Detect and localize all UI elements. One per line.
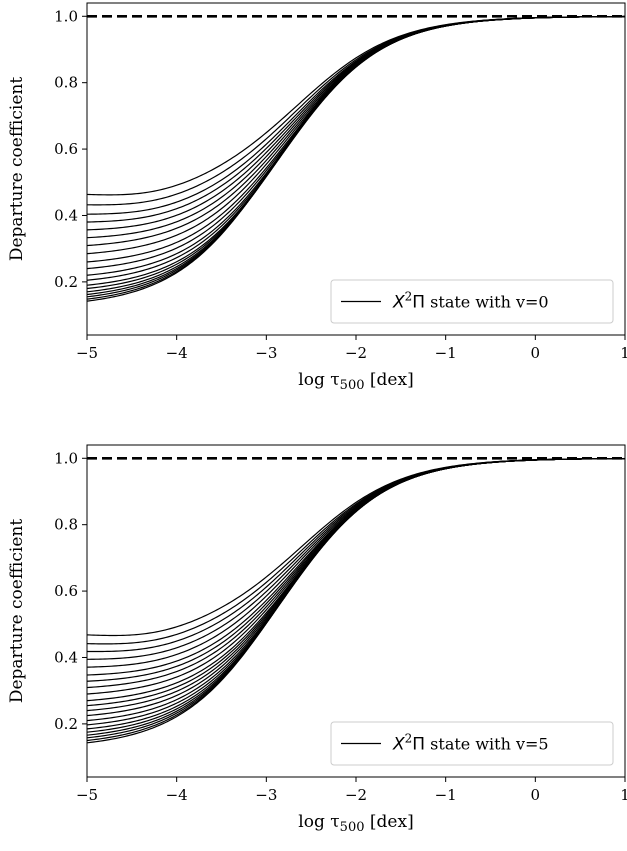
x-tick-label: 0 — [531, 786, 541, 804]
series-line — [87, 15, 625, 300]
chart-panel-bottom: −5 −4 −3 −2 −1 0 1 0.2 0.4 0.6 0.8 1.0 log τ500 [dex… — [7, 444, 627, 835]
x-tick-label: −5 — [76, 344, 98, 362]
series-line — [87, 457, 625, 689]
series-line — [87, 457, 625, 744]
y-tick-label: 0.6 — [54, 140, 78, 158]
series-line — [87, 457, 625, 645]
y-tick-label: 0.8 — [54, 74, 78, 92]
series-line — [87, 457, 625, 730]
legend: X2Π state with v=0 — [330, 279, 614, 324]
y-axis-label: Departure coefficient — [7, 519, 27, 704]
series-line — [87, 15, 625, 281]
x-tick-label: −5 — [76, 786, 98, 804]
series-line — [87, 15, 625, 270]
y-axis-label: Departure coefficient — [7, 77, 27, 262]
legend-label: X2Π state with v=0 — [392, 290, 549, 313]
y-tick-label: 0.2 — [54, 715, 78, 733]
y-tick-label: 0.4 — [54, 648, 78, 666]
x-tick-label: −4 — [166, 344, 188, 362]
x-axis-label: log τ500 [dex] — [298, 812, 413, 835]
x-tick-label: −3 — [255, 786, 277, 804]
legend: X2Π state with v=5 — [330, 721, 614, 766]
series-line — [87, 457, 625, 739]
x-tick-label: −3 — [255, 344, 277, 362]
series-line — [87, 15, 625, 231]
y-tick-label: 1.0 — [54, 449, 78, 467]
y-tick-label: 0.8 — [54, 516, 78, 534]
series-line — [87, 457, 625, 712]
y-tick-label: 0.6 — [54, 582, 78, 600]
series-line — [87, 15, 625, 276]
x-tick-label: −4 — [166, 786, 188, 804]
series-line — [87, 457, 625, 736]
y-tick-label: 0.4 — [54, 206, 78, 224]
series-line — [87, 457, 625, 742]
legend-label: X2Π state with v=5 — [392, 732, 549, 755]
series-line — [87, 457, 625, 707]
series-line — [87, 15, 625, 302]
chart-panel-top: −5 −4 −3 −2 −1 0 1 0.2 0.4 0.6 0.8 1.0 log τ500 [dex… — [7, 2, 627, 393]
series-line — [87, 457, 625, 668]
series-line — [87, 15, 625, 215]
curves — [87, 15, 625, 302]
x-tick-label: −2 — [345, 786, 367, 804]
series-line — [87, 15, 625, 286]
x-axis-label: log τ500 [dex] — [298, 370, 413, 393]
y-tick-label: 1.0 — [54, 7, 78, 25]
series-line — [87, 457, 625, 653]
series-line — [87, 457, 625, 637]
series-line — [87, 457, 625, 726]
curves — [87, 457, 625, 744]
x-tick-label: −1 — [435, 344, 457, 362]
series-line — [87, 15, 625, 196]
legend-box — [330, 279, 614, 324]
x-tick-label: −1 — [435, 786, 457, 804]
series-line — [87, 15, 625, 206]
series-line — [87, 457, 625, 682]
x-tick-label: 1 — [620, 344, 627, 362]
series-line — [87, 457, 625, 722]
x-tick-label: −2 — [345, 344, 367, 362]
series-line — [87, 457, 625, 717]
series-line — [87, 457, 625, 676]
x-tick-label: 0 — [531, 344, 541, 362]
x-tick-label: 1 — [620, 786, 627, 804]
series-line — [87, 457, 625, 695]
series-line — [87, 15, 625, 223]
y-tick-label: 0.2 — [54, 273, 78, 291]
legend-box — [330, 721, 614, 766]
